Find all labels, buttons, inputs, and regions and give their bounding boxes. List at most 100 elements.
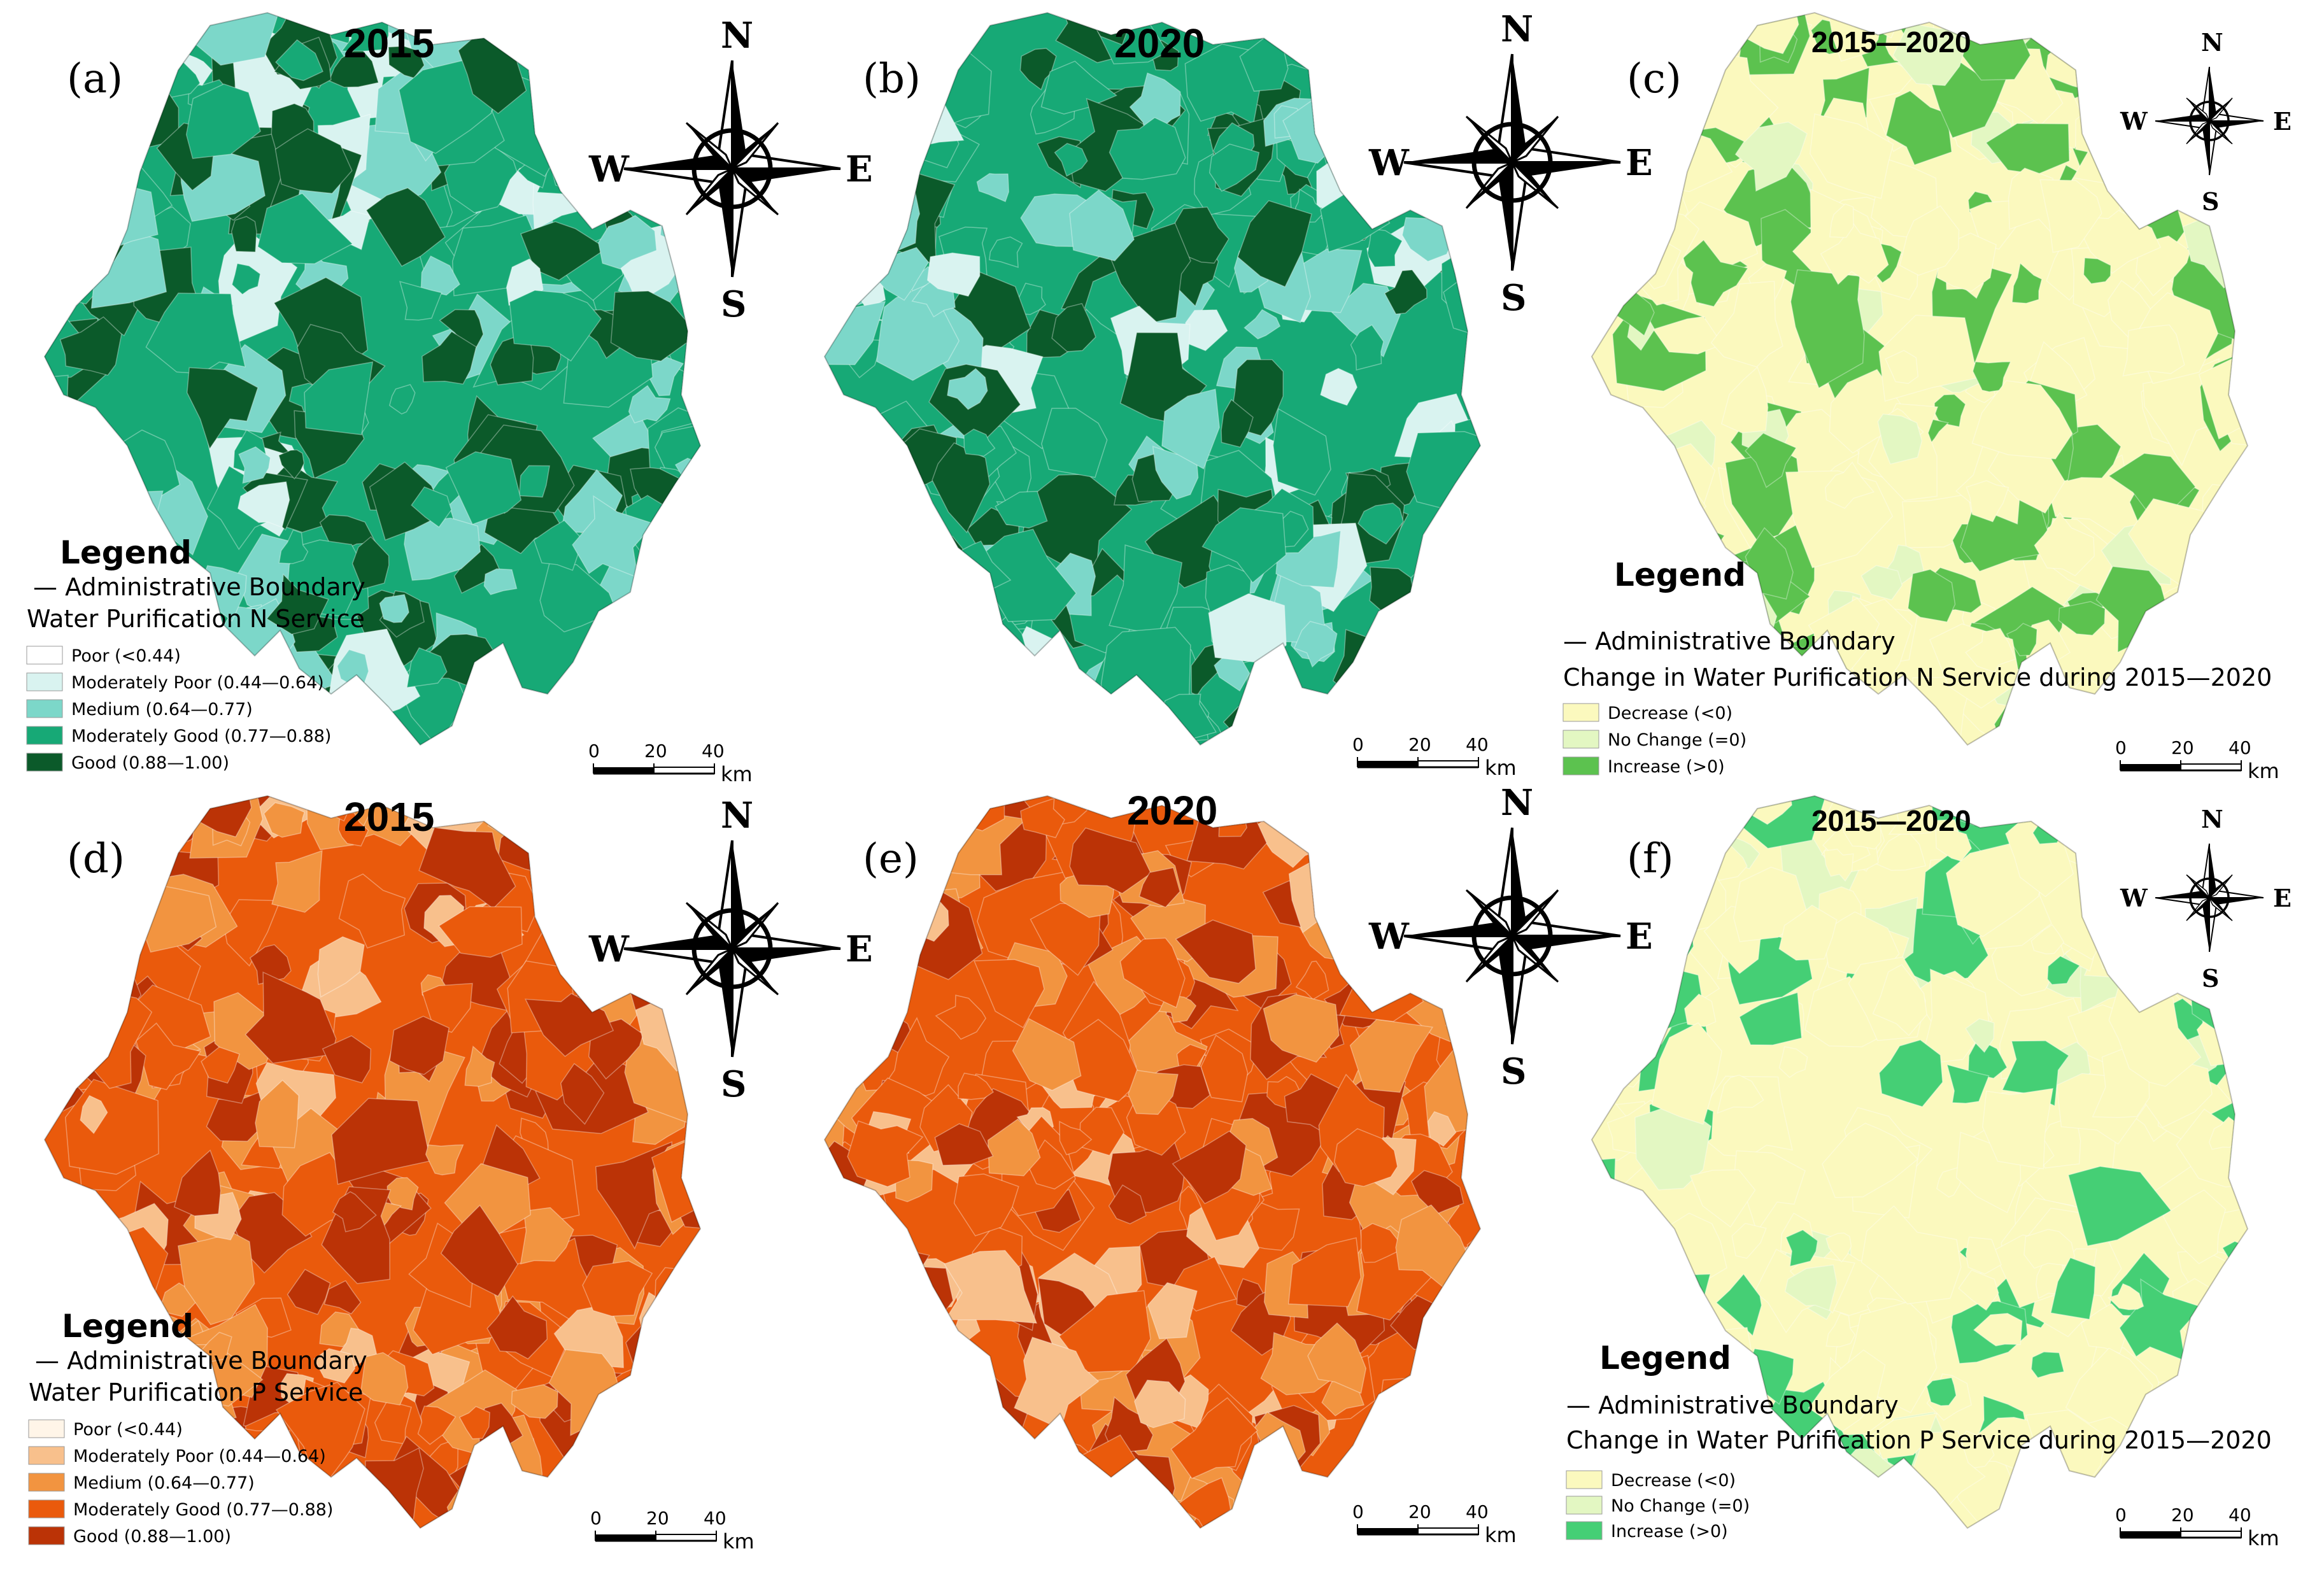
map-patch	[1823, 848, 1854, 882]
map-patch	[1420, 1406, 1480, 1498]
map-patch	[1946, 1064, 1990, 1104]
map-patch	[1408, 882, 1445, 920]
map-patch	[879, 1413, 931, 1468]
map-patch	[173, 1149, 222, 1217]
map-patch	[1395, 13, 1478, 50]
map-patch	[1592, 476, 1611, 505]
map-patch	[825, 402, 880, 477]
scale-bar-c: 0 20 40 km	[2115, 737, 2279, 783]
legend-item-label: Moderately Poor (0.44—0.64)	[73, 1447, 326, 1466]
map-patch	[963, 428, 996, 457]
map-patch	[306, 693, 337, 728]
map-patch	[1375, 1376, 1454, 1464]
map-patch	[2171, 1450, 2248, 1528]
map-patch	[389, 1016, 450, 1075]
map-patch	[1606, 1231, 1677, 1293]
compass-n-b: N	[1501, 8, 1533, 50]
legend-p-boundary: — Administrative Boundary	[35, 1347, 367, 1375]
map-patch	[2039, 179, 2102, 253]
map-patch	[1357, 502, 1404, 545]
map-patch	[45, 1007, 87, 1044]
map-patch	[1426, 71, 1477, 111]
map-patch	[1878, 1039, 1943, 1107]
map-patch	[583, 856, 614, 888]
map-patch	[865, 184, 921, 255]
map-patch	[2155, 810, 2205, 874]
map-patch	[655, 1267, 694, 1305]
map-patch	[1138, 867, 1181, 908]
map-patch	[350, 703, 391, 745]
map-patch	[1051, 302, 1096, 353]
map-patch	[45, 884, 59, 929]
map-patch	[1185, 309, 1228, 351]
scale-0-b: 0	[1352, 734, 1364, 755]
map-patch	[847, 215, 893, 253]
map-patch	[322, 1035, 372, 1084]
map-patch	[865, 1266, 954, 1352]
scale-unit-f: km	[2248, 1526, 2279, 1550]
map-patch	[681, 569, 700, 613]
map-patch	[425, 1144, 464, 1176]
compass-w-a: W	[588, 148, 630, 190]
map-patch	[567, 1503, 610, 1528]
map-patch	[266, 573, 329, 635]
map-patch	[1683, 993, 1717, 1028]
map-patch	[859, 1307, 951, 1373]
map-patch	[313, 1348, 356, 1384]
legend-change-p: Legend — Administrative Boundary Change …	[1566, 1340, 2272, 1541]
map-patch	[940, 1424, 1010, 1490]
map-patch	[278, 529, 309, 564]
map-patch	[1965, 1236, 2002, 1275]
map-patch	[1425, 1308, 1480, 1385]
map-patch	[1333, 1128, 1398, 1187]
map-patch	[920, 1431, 990, 1496]
map-patch	[858, 598, 903, 640]
map-patch	[650, 563, 688, 597]
map-patch	[1014, 1336, 1100, 1430]
map-patch	[255, 1079, 299, 1149]
map-patch	[825, 13, 863, 46]
map-patch	[360, 1352, 409, 1406]
map-patch	[1824, 461, 1875, 509]
map-patch	[602, 796, 667, 826]
map-patch	[1907, 569, 1956, 623]
map-patch	[541, 805, 632, 882]
map-patch	[652, 1362, 700, 1440]
panel-d: (d) 2015 N S E W 0 20 40 km Legend — Adm…	[28, 794, 873, 1554]
legend-swatch	[1562, 703, 1599, 722]
map-patch	[1128, 1070, 1179, 1115]
map-patch	[909, 585, 976, 670]
legend-swatch	[26, 646, 63, 665]
legend-p: Legend — Administrative Boundary Water P…	[28, 1308, 367, 1547]
map-patch	[958, 1072, 995, 1100]
legend-item-label: Medium (0.64—0.77)	[73, 1473, 255, 1493]
map-patch	[2110, 160, 2143, 194]
map-patch	[45, 435, 90, 490]
map-patch	[1108, 1184, 1147, 1224]
map-patch	[145, 292, 246, 374]
map-patch	[832, 719, 880, 745]
map-patch	[988, 236, 1023, 268]
legend-swatch	[26, 699, 63, 718]
map-patch	[47, 168, 87, 214]
map-patch	[1627, 443, 1716, 539]
map-patch	[1333, 819, 1392, 882]
legend-p-items: Poor (<0.44) Moderately Poor (0.44—0.64) M…	[28, 1419, 333, 1547]
map-patch	[855, 654, 946, 745]
legend-swatch	[28, 1473, 65, 1492]
scale-40-f: 40	[2228, 1505, 2251, 1526]
map-patch	[1012, 1017, 1082, 1091]
map-patch	[2030, 1351, 2065, 1378]
map-patch	[1592, 982, 1625, 1025]
map-patch	[1435, 1298, 1463, 1343]
map-patch	[961, 665, 1001, 722]
map-patch	[1594, 100, 1645, 144]
legend-change-n-title: Change in Water Purification N Service d…	[1563, 663, 2272, 691]
map-patch	[1715, 1273, 1762, 1337]
map-patch	[860, 1437, 944, 1528]
map-title-c: 2015—2020	[1811, 25, 1971, 59]
map-patch	[2225, 215, 2248, 266]
map-patch	[2083, 257, 2111, 285]
map-patch	[1288, 860, 1363, 934]
map-patch	[1926, 1377, 1957, 1406]
